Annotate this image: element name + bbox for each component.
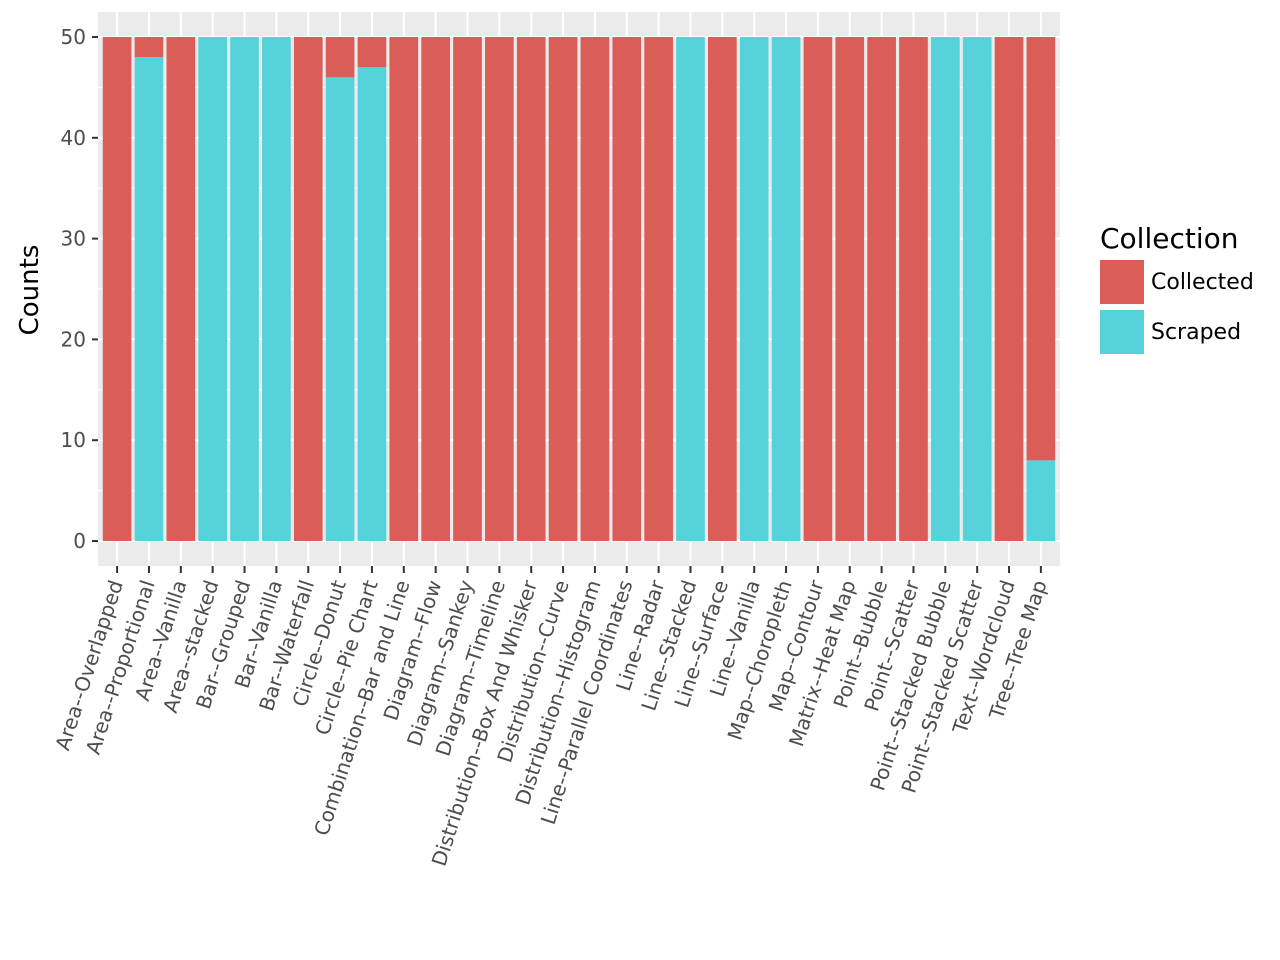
y-tick-label: 20 [61, 327, 86, 351]
bar-scraped [962, 37, 992, 541]
legend-label-scraped: Scraped [1151, 320, 1241, 345]
bar-collected [899, 37, 928, 541]
bar-collected [166, 37, 196, 541]
bar-scraped [198, 37, 228, 541]
bar-collected [803, 37, 833, 541]
bar-collected [835, 37, 865, 541]
bar-scraped [771, 37, 801, 541]
bar-collected [1026, 37, 1056, 461]
y-tick-label: 50 [61, 25, 86, 49]
bar-scraped [262, 37, 291, 541]
legend-key-scraped [1100, 310, 1144, 354]
bar-collected [867, 37, 896, 541]
bar-scraped [357, 67, 387, 542]
bar-scraped [676, 37, 705, 541]
bar-collected [453, 37, 482, 541]
bar-collected [485, 37, 514, 541]
bar-scraped [134, 57, 164, 541]
bar-collected [516, 37, 546, 541]
bar-collected [580, 37, 610, 541]
bar-collected [421, 37, 450, 541]
legend-key-collected [1100, 260, 1144, 304]
bar-collected [994, 37, 1024, 541]
bar-scraped [739, 37, 769, 541]
bar-collected [293, 37, 323, 541]
bar-collected [389, 37, 419, 541]
bar-collected [325, 37, 355, 78]
bars [102, 37, 1056, 542]
y-tick-label: 10 [61, 428, 86, 452]
bar-collected [612, 37, 642, 541]
bar-collected [102, 37, 132, 541]
legend: Collection Collected Scraped [1100, 222, 1254, 354]
bar-collected [548, 37, 578, 541]
y-axis: 0 10 20 30 40 50 [61, 25, 98, 553]
bar-collected [644, 37, 673, 541]
y-tick-label: 40 [61, 126, 86, 150]
bar-scraped [325, 77, 355, 541]
legend-label-collected: Collected [1151, 270, 1254, 295]
bar-scraped [930, 37, 960, 541]
y-tick-label: 0 [73, 529, 86, 553]
y-tick-label: 30 [61, 227, 86, 251]
bar-collected [134, 37, 164, 58]
bar-scraped [1026, 460, 1056, 541]
legend-title: Collection [1100, 222, 1239, 255]
bar-collected [708, 37, 737, 541]
x-axis: Area--OverlappedArea--ProportionalArea--… [50, 566, 1052, 869]
bar-collected [357, 37, 387, 68]
y-axis-title: Counts [15, 245, 45, 336]
bar-scraped [230, 37, 259, 541]
